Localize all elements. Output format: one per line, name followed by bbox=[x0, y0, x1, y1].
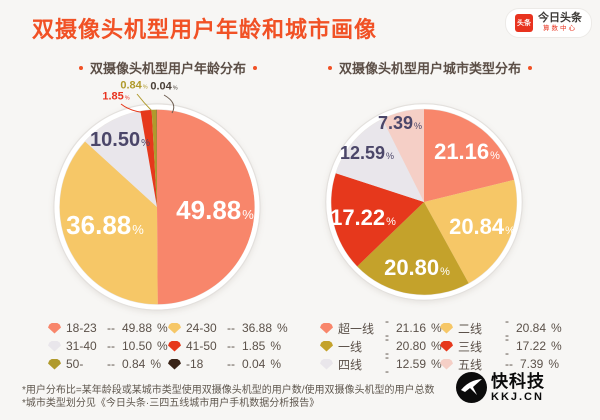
pie-slice-一线 bbox=[357, 202, 469, 295]
toutiao-subtitle: 算数中心 bbox=[543, 25, 577, 32]
age-legend: 18-23 -- 49.88% 24-30 -- 36.88% 31-40 -- 10.50… bbox=[48, 319, 288, 373]
legend-item: 三线 -- 17.22% bbox=[440, 332, 562, 360]
fan-marker-icon bbox=[168, 358, 181, 370]
legend-item: 41-50 -- 1.85% bbox=[168, 339, 288, 353]
age-pie-chart bbox=[50, 100, 264, 314]
pie-slice-50- bbox=[151, 109, 157, 207]
toutiao-logo-text: 今日头条 算数中心 bbox=[538, 13, 582, 33]
kkj-domain: KKJ.CN bbox=[491, 390, 544, 403]
city-slice-label-chaoyixian: 21.16% bbox=[434, 139, 500, 164]
subtitle-dot-icon bbox=[528, 65, 532, 70]
age-slice-label-31-40: 10.50% bbox=[90, 129, 150, 151]
fan-marker-icon bbox=[440, 340, 453, 352]
age-slice-label-24-30: 36.88% bbox=[66, 210, 144, 240]
age-pie-svg bbox=[53, 103, 261, 311]
legend-item: 五线 -- 7.39% bbox=[440, 356, 560, 373]
left-chart-subtitle: 双摄像头机型用户年龄分布 bbox=[58, 58, 278, 77]
pie-slice-三线 bbox=[331, 173, 424, 267]
fan-marker-icon bbox=[168, 322, 181, 334]
legend-item: 二线 -- 20.84% bbox=[440, 314, 562, 342]
subtitle-dot-icon bbox=[78, 65, 83, 70]
city-slice-label-erxian: 20.84% bbox=[449, 214, 515, 239]
pie-slice-18-23 bbox=[157, 109, 255, 305]
fan-marker-icon bbox=[168, 340, 181, 352]
age-slice-label-50plus: 0.84% bbox=[120, 79, 148, 92]
footnote-line: *用户分布比=某年龄段或某城市类型使用双摄像头机型的用户数/使用双摄像头机型的用… bbox=[22, 385, 435, 396]
city-pie-chart bbox=[322, 100, 526, 304]
pie-slice-五线 bbox=[382, 109, 424, 202]
legend-item: 50- -- 0.84% bbox=[48, 357, 168, 371]
city-legend: 超一线 -- 21.16% 二线 -- 20.84% 一线 -- 20.80% 三线 -- 17… bbox=[320, 314, 562, 378]
fan-marker-icon bbox=[440, 322, 453, 334]
toutiao-badge-icon: 头条 bbox=[515, 13, 533, 32]
pie-slice-二线 bbox=[424, 179, 517, 284]
footnotes: *用户分布比=某年龄段或某城市类型使用双摄像头机型的用户数/使用双摄像头机型的用… bbox=[22, 384, 435, 410]
pie-slice-31-40 bbox=[85, 111, 157, 207]
city-slice-label-wuxian: 7.39% bbox=[377, 113, 423, 133]
kkj-watermark: 快科技 KKJ.CN bbox=[456, 372, 545, 403]
fan-marker-icon bbox=[320, 358, 333, 370]
subtitle-dot-icon bbox=[253, 65, 257, 70]
legend-item: 四线 -- 12.59% bbox=[320, 350, 442, 378]
fan-marker-icon bbox=[48, 322, 61, 334]
kkj-text: 快科技 KKJ.CN bbox=[491, 373, 545, 403]
fan-marker-icon bbox=[320, 340, 333, 352]
fan-marker-icon bbox=[320, 322, 333, 334]
legend-item: -18 -- 0.04% bbox=[168, 357, 288, 371]
fan-marker-icon bbox=[440, 358, 453, 370]
pie-ring bbox=[325, 103, 523, 301]
toutiao-name: 今日头条 bbox=[538, 12, 582, 24]
pie-slice-四线 bbox=[335, 119, 424, 202]
legend-item: 24-30 -- 36.88% bbox=[168, 321, 288, 335]
fan-marker-icon bbox=[48, 340, 61, 352]
pie-slice-41-50 bbox=[140, 109, 157, 207]
toutiao-logo: 头条 今日头条 算数中心 bbox=[505, 8, 592, 38]
age-slice-label-18-23: 49.88% bbox=[176, 195, 254, 225]
right-chart-subtitle-text: 双摄像头机型用户城市类型分布 bbox=[338, 61, 521, 76]
right-chart-subtitle: 双摄像头机型用户城市类型分布 bbox=[320, 58, 540, 77]
pie-slice-24-30 bbox=[59, 141, 158, 305]
pie-slice-超一线 bbox=[424, 109, 515, 202]
kkj-plane-icon bbox=[456, 372, 487, 403]
legend-item: 超一线 -- 21.16% bbox=[320, 314, 442, 342]
age-slice-label-under18: 0.04% bbox=[150, 80, 178, 93]
kkj-name: 快科技 bbox=[491, 371, 545, 391]
left-chart-subtitle-text: 双摄像头机型用户年龄分布 bbox=[89, 61, 246, 76]
footnote-line: *城市类型划分见《今日头条·三四五线城市用户手机数据分析报告》 bbox=[22, 398, 320, 409]
pie-ring bbox=[53, 103, 261, 311]
legend-item: 一线 -- 20.80% bbox=[320, 332, 442, 360]
city-pie-svg bbox=[325, 103, 523, 301]
city-slice-label-yixian: 20.80% bbox=[384, 255, 450, 280]
callout-lines bbox=[120, 93, 175, 114]
legend-item: 31-40 -- 10.50% bbox=[48, 339, 168, 353]
city-slice-label-sixian: 12.59% bbox=[339, 143, 395, 163]
city-slice-label-sanxian: 17.22% bbox=[330, 205, 396, 230]
page-title: 双摄像头机型用户年龄和城市画像 bbox=[32, 17, 378, 42]
fan-marker-icon bbox=[48, 358, 61, 370]
age-slice-label-41-50: 1.85% bbox=[102, 90, 130, 103]
legend-item: 18-23 -- 49.88% bbox=[48, 321, 168, 335]
subtitle-dot-icon bbox=[327, 65, 332, 70]
